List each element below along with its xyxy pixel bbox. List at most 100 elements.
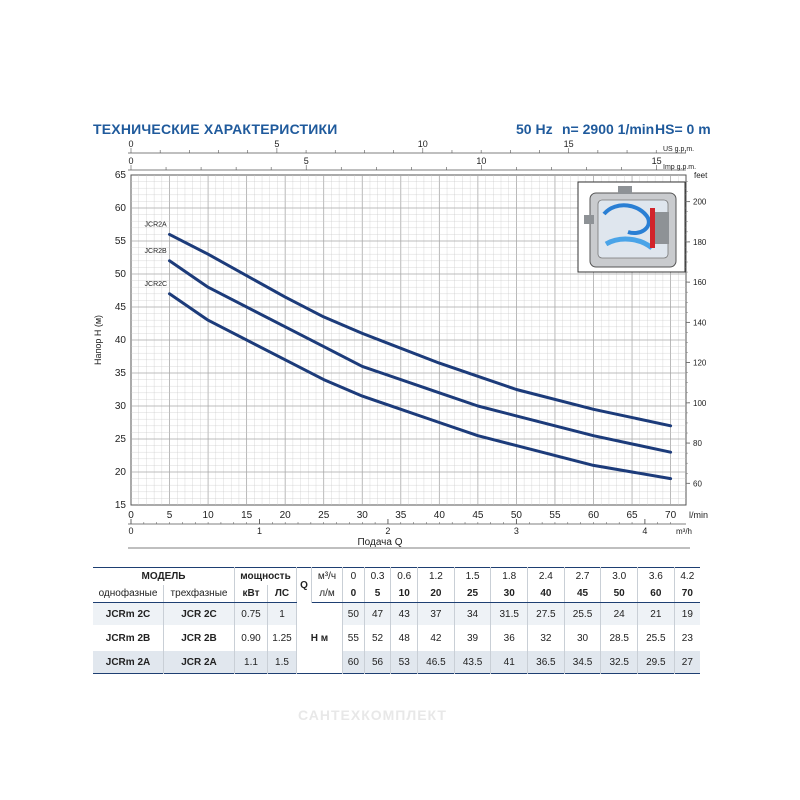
x-unit-m3h: m³/h <box>676 527 692 536</box>
h-cell: 52 <box>364 625 392 651</box>
q-m3h-cell: 3.6 <box>637 567 675 585</box>
frequency-label: 50 Hz <box>516 121 553 137</box>
three-phase-model: JCR 2B <box>163 625 235 651</box>
m3h-tick-label: 1 <box>257 526 262 536</box>
h-cell: 55 <box>342 625 365 651</box>
h-cell: 25.5 <box>637 625 675 651</box>
page-title: ТЕХНИЧЕСКИЕ ХАРАКТЕРИСТИКИ <box>93 121 338 137</box>
x-tick-label: 0 <box>128 510 134 521</box>
h-cell: 32.5 <box>600 651 639 674</box>
x-tick-label: 10 <box>203 510 215 521</box>
x-tick-label: 5 <box>167 510 173 521</box>
y-tick-label: 55 <box>115 236 127 247</box>
feet-tick-label: 120 <box>693 359 707 368</box>
q-lm-cell: 25 <box>454 585 492 603</box>
series-label-jcr2c: JCR2C <box>145 281 168 288</box>
h-cell: 32 <box>527 625 565 651</box>
x-tick-label: 20 <box>280 510 292 521</box>
q-m3h-cell: 0.3 <box>364 567 392 585</box>
m3h-tick-label: 0 <box>128 526 133 536</box>
y-axis-title: Напор H (м) <box>93 315 103 365</box>
h-cell: 34 <box>454 602 492 625</box>
h-cell: 60 <box>342 651 365 674</box>
x-tick-label: 40 <box>434 510 446 521</box>
q-lm-cell: 50 <box>600 585 639 603</box>
x-tick-label: 65 <box>626 510 638 521</box>
h-cell: 27.5 <box>527 602 565 625</box>
table-row: JCRm 2A JCR 2A 1.1 1.5 60 56 53 46.5 43.… <box>93 651 700 674</box>
hs-label: HS= 0 m <box>655 121 711 137</box>
hp-cell: 1.5 <box>267 651 297 674</box>
y-tick-label: 30 <box>115 401 127 412</box>
hp-cell: 1.25 <box>267 625 297 651</box>
imp-gpm-tick-label: 5 <box>304 156 309 166</box>
feet-tick-label: 140 <box>693 318 707 327</box>
x-axis-title: Подача Q <box>357 537 402 548</box>
us-gpm-tick-label: 10 <box>418 139 428 149</box>
q-m3h-cell: 1.5 <box>454 567 492 585</box>
y-tick-label: 35 <box>115 368 127 379</box>
kw-cell: 1.1 <box>234 651 268 674</box>
h-cell: 36.5 <box>527 651 565 674</box>
q-lm-cell: 20 <box>417 585 455 603</box>
imp-gpm-tick-label: 15 <box>652 156 662 166</box>
y-tick-label: 50 <box>115 269 127 280</box>
h-cell: 34.5 <box>564 651 602 674</box>
single-phase-model: JCRm 2B <box>93 625 164 651</box>
feet-tick-label: 100 <box>693 399 707 408</box>
y-tick-label: 60 <box>115 203 127 214</box>
y-tick-label: 20 <box>115 467 127 478</box>
unit-lm: л/м <box>311 585 343 603</box>
series-curve-jcr2b <box>168 259 673 454</box>
pump-section-icon <box>577 181 686 273</box>
imp-gpm-tick-label: 10 <box>476 156 486 166</box>
three-phase-model: JCR 2C <box>163 602 235 625</box>
x-tick-label: 30 <box>357 510 369 521</box>
three-phase-header: трехфазные <box>163 585 235 603</box>
h-cell: 23 <box>674 625 700 651</box>
kw-cell: 0.75 <box>234 602 268 625</box>
m3h-tick-label: 3 <box>514 526 519 536</box>
model-header: МОДЕЛЬ <box>93 567 235 585</box>
q-lm-cell: 30 <box>490 585 529 603</box>
unit-m3h: м³/ч <box>311 567 343 585</box>
x-tick-label: 15 <box>241 510 253 521</box>
y-tick-label: 45 <box>115 302 127 313</box>
h-cell: 21 <box>637 602 675 625</box>
h-cell: 27 <box>674 651 700 674</box>
watermark: САНТЕХКОМПЛЕКТ <box>298 707 447 723</box>
y-tick-label: 40 <box>115 335 127 346</box>
q-lm-cell: 60 <box>637 585 675 603</box>
q-lm-cell: 0 <box>342 585 365 603</box>
h-cell: 41 <box>490 651 529 674</box>
h-cell: 24 <box>600 602 639 625</box>
h-cell: 43.5 <box>454 651 492 674</box>
y-tick-label: 15 <box>115 500 127 511</box>
x-tick-label: 70 <box>665 510 677 521</box>
q-m3h-cell: 1.8 <box>490 567 529 585</box>
h-cell: 37 <box>417 602 455 625</box>
x-tick-label: 55 <box>549 510 561 521</box>
h-cell: 28.5 <box>600 625 639 651</box>
speed-label: n= 2900 1/min <box>562 121 655 137</box>
series-curve-jcr2c <box>168 292 673 481</box>
feet-tick-label: 180 <box>693 238 707 247</box>
series-label-jcr2b: JCR2B <box>145 248 168 255</box>
h-cell: 42 <box>417 625 455 651</box>
single-phase-model: JCRm 2A <box>93 651 164 674</box>
m3h-tick-label: 2 <box>385 526 390 536</box>
h-cell: 53 <box>390 651 419 674</box>
q-m3h-cell: 1.2 <box>417 567 455 585</box>
m3h-tick-label: 4 <box>642 526 647 536</box>
h-cell: 39 <box>454 625 492 651</box>
x-unit-lmin: l/min <box>689 510 708 520</box>
h-cell: 43 <box>390 602 419 625</box>
x-tick-label: 60 <box>588 510 600 521</box>
power-header: мощность <box>234 567 297 585</box>
h-cell: 31.5 <box>490 602 529 625</box>
q-m3h-cell: 2.4 <box>527 567 565 585</box>
imp-gpm-tick-label: 0 <box>128 156 133 166</box>
h-cell: 47 <box>364 602 392 625</box>
single-phase-header: однофазные <box>93 585 164 603</box>
